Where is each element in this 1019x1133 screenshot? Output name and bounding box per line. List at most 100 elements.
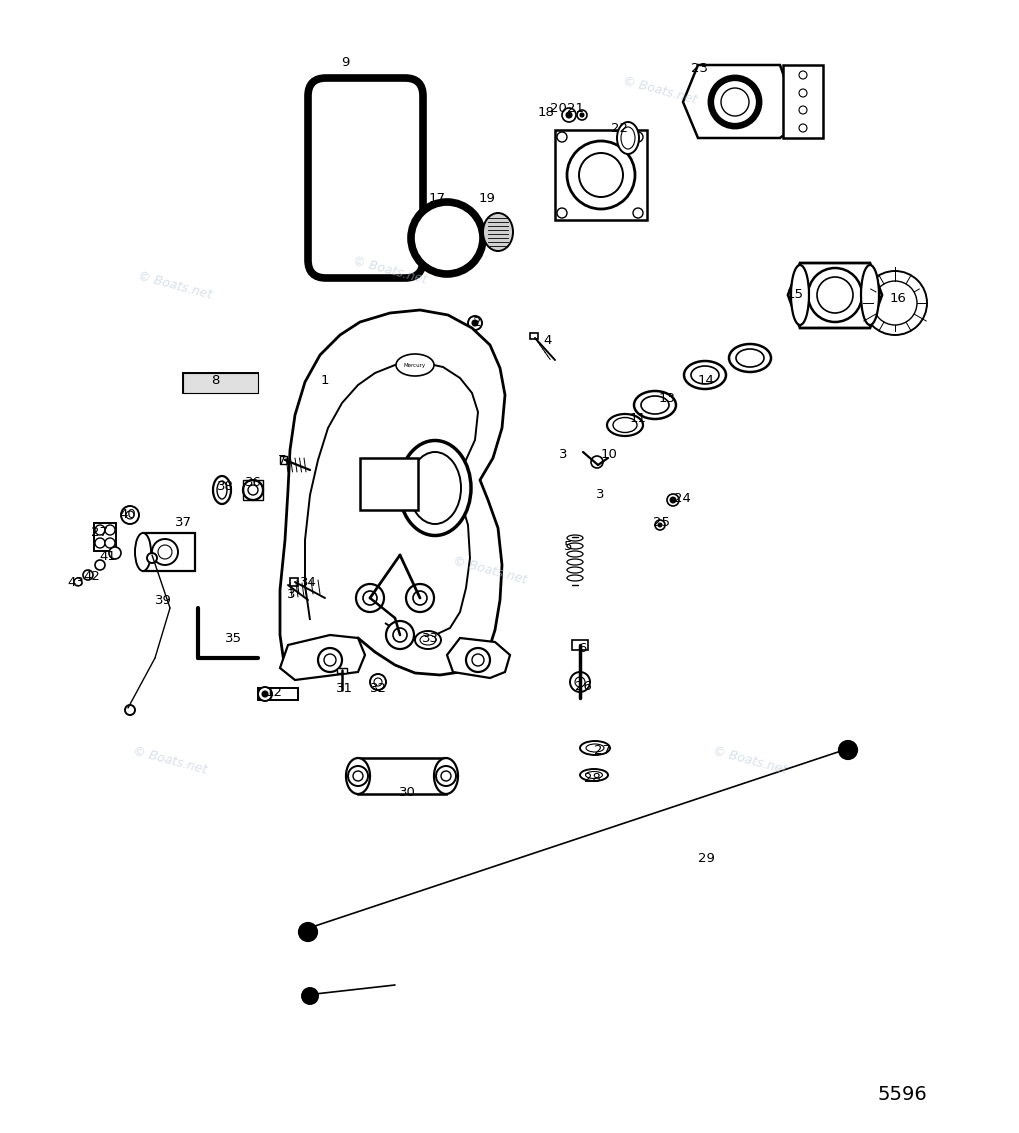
Text: 22: 22 [611,121,628,135]
Text: 12: 12 [265,685,282,699]
Ellipse shape [135,533,151,571]
Ellipse shape [567,576,583,581]
Bar [289,578,298,586]
Circle shape [567,140,635,208]
Circle shape [798,71,806,79]
Ellipse shape [580,769,607,781]
Circle shape [353,770,363,781]
Text: 42: 42 [84,571,100,583]
Text: 1: 1 [320,374,329,386]
Circle shape [363,591,377,605]
Ellipse shape [483,213,513,252]
Ellipse shape [567,535,583,540]
Text: © Boats.net: © Boats.net [137,269,213,301]
Text: 39: 39 [155,594,171,606]
Circle shape [126,511,133,519]
Circle shape [816,276,852,313]
Bar [94,523,116,551]
Ellipse shape [585,772,602,778]
Text: 43: 43 [67,576,85,588]
Bar [182,373,258,393]
Text: 37: 37 [174,516,192,528]
Circle shape [262,691,268,697]
Text: 6: 6 [577,641,586,655]
Ellipse shape [616,122,638,154]
Circle shape [347,766,368,786]
Text: 3: 3 [286,588,294,602]
Ellipse shape [567,543,583,550]
Text: 2: 2 [472,315,481,329]
Text: 24: 24 [673,492,690,504]
Circle shape [95,560,105,570]
Circle shape [566,112,572,118]
Text: 27: 27 [594,743,611,757]
Bar [258,688,298,700]
Circle shape [556,208,567,218]
Polygon shape [446,638,510,678]
Text: 30: 30 [398,785,415,799]
Text: 40: 40 [119,508,137,520]
Text: 23: 23 [691,61,708,75]
Text: 15: 15 [786,289,803,301]
Text: 21: 21 [567,102,584,114]
Text: 32: 32 [369,682,386,695]
Text: 35: 35 [224,631,242,645]
Circle shape [720,88,748,116]
Text: 3: 3 [595,488,603,502]
Circle shape [575,678,585,687]
Text: 11: 11 [629,411,646,425]
Circle shape [712,80,756,123]
Circle shape [472,654,484,666]
Polygon shape [683,65,792,138]
Circle shape [435,766,455,786]
Text: 25: 25 [653,517,669,529]
Circle shape [580,113,584,117]
Ellipse shape [684,361,726,389]
Text: 41: 41 [100,551,116,563]
Circle shape [798,107,806,114]
Circle shape [561,108,576,122]
Circle shape [83,570,93,580]
Circle shape [147,553,157,563]
Text: © Boats.net: © Boats.net [352,254,428,287]
Circle shape [872,281,916,325]
Circle shape [374,678,382,685]
Circle shape [579,153,623,197]
Text: 7: 7 [277,453,286,467]
Ellipse shape [409,452,461,523]
Ellipse shape [567,566,583,573]
Ellipse shape [790,265,808,325]
Text: © Boats.net: © Boats.net [621,74,698,107]
Ellipse shape [433,758,458,794]
Circle shape [590,455,602,468]
Circle shape [669,497,676,503]
Circle shape [109,547,121,559]
Circle shape [392,628,407,642]
Circle shape [121,506,139,523]
Circle shape [302,988,318,1004]
Ellipse shape [345,758,370,794]
Text: © Boats.net: © Boats.net [711,744,788,776]
Circle shape [839,741,856,759]
Circle shape [466,648,489,672]
Bar [572,640,587,650]
Bar [243,480,263,500]
Polygon shape [788,263,881,327]
Ellipse shape [860,265,878,325]
Text: 26: 26 [574,680,591,692]
Text: 3: 3 [558,449,567,461]
Bar [182,373,258,393]
Ellipse shape [567,559,583,565]
Text: 36: 36 [245,477,261,489]
Ellipse shape [420,634,435,645]
Circle shape [105,525,115,535]
Text: 5: 5 [564,540,572,554]
Ellipse shape [567,551,583,557]
Circle shape [95,525,105,535]
Text: 28: 28 [583,772,600,784]
Circle shape [807,269,861,322]
Circle shape [798,123,806,133]
Ellipse shape [415,631,440,649]
Ellipse shape [580,741,609,755]
Ellipse shape [606,414,642,436]
